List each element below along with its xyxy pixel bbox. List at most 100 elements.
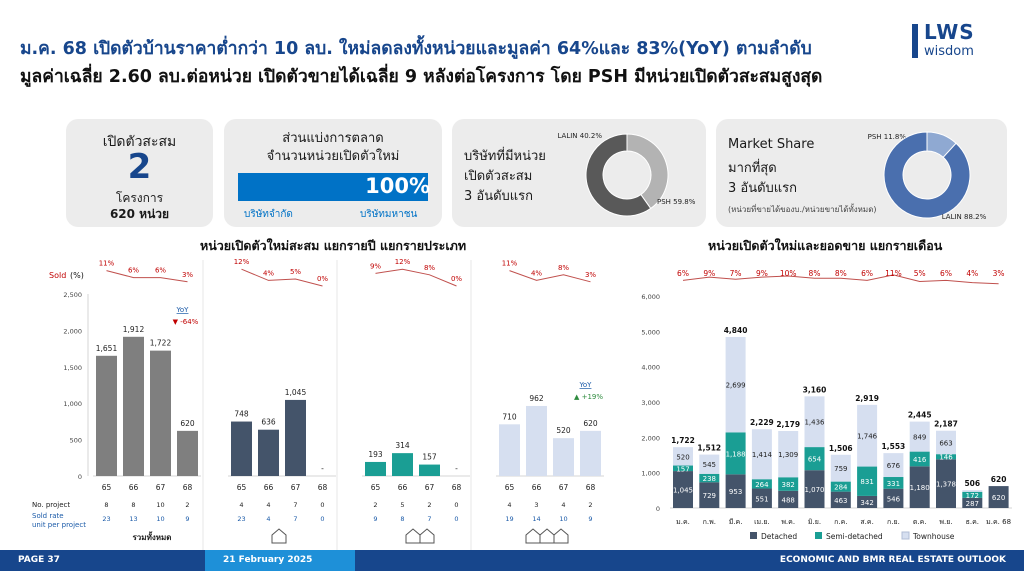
project-count: 4 bbox=[239, 501, 243, 509]
house-shape bbox=[271, 528, 287, 544]
yoy-value: ▼ -64% bbox=[173, 318, 199, 326]
month-bar-label: 488 bbox=[782, 496, 795, 504]
legend-swatch-detached bbox=[750, 532, 757, 539]
project-count: 10 bbox=[156, 501, 164, 509]
month-sold-pct: 6% bbox=[677, 269, 689, 278]
sold-pct-label: 11% bbox=[502, 260, 518, 268]
top3-units-line2: เปิดตัวสะสม bbox=[464, 169, 533, 184]
left-y-tick: 2,500 bbox=[63, 291, 82, 299]
month-bar-detached bbox=[725, 474, 746, 508]
bar-value-label: - bbox=[455, 464, 458, 473]
month-label: ธ.ค. bbox=[966, 518, 979, 526]
month-bar-label: 463 bbox=[834, 497, 847, 505]
sold-pct-label: 6% bbox=[128, 267, 139, 275]
footer-right: ECONOMIC AND BMR REAL ESTATE OUTLOOK bbox=[779, 555, 1006, 565]
month-label: ต.ค. bbox=[913, 518, 927, 526]
card-top3-share: Market Share มากที่สุด 3 อันดับแรก (หน่ว… bbox=[716, 119, 1007, 227]
month-bar-townhouse bbox=[673, 447, 693, 466]
top3-share-label-psh: PSH 11.8% bbox=[868, 133, 907, 141]
month-bar-townhouse bbox=[962, 490, 983, 492]
month-total-label: 1,506 bbox=[829, 444, 853, 453]
bar-value-label: 962 bbox=[529, 394, 544, 403]
month-bar-label: 831 bbox=[860, 478, 873, 486]
top3-units-label-lalin: LALIN 40.2% bbox=[557, 132, 602, 140]
month-bar-label: 1,180 bbox=[910, 484, 930, 492]
month-total-label: 506 bbox=[964, 479, 980, 488]
month-label: ก.พ. bbox=[703, 518, 716, 526]
month-bar-townhouse bbox=[699, 454, 720, 474]
month-total-label: 4,840 bbox=[724, 326, 748, 335]
month-sold-pct: 8% bbox=[809, 269, 821, 278]
year-label: 68 bbox=[183, 483, 193, 492]
month-bar-label: 146 bbox=[939, 454, 953, 462]
house-shape bbox=[539, 528, 555, 544]
left-chart: Sold (%)05001,0001,5002,0002,5001,6516582… bbox=[32, 258, 604, 550]
sold-rate: 13 bbox=[129, 515, 137, 523]
card-market-share-units: ส่วนแบ่งการตลาด จำนวนหน่วยเปิดตัวใหม่ 10… bbox=[224, 119, 442, 227]
month-bar-semi-detached bbox=[673, 465, 693, 472]
bar-value-label: 1,722 bbox=[150, 339, 172, 348]
projects-value: 2 bbox=[127, 147, 152, 187]
month-bar-label: 172 bbox=[966, 492, 979, 500]
month-label: ม.ค. bbox=[676, 518, 690, 526]
footer-page: PAGE 37 bbox=[18, 555, 60, 565]
month-bar-label: 1,378 bbox=[936, 481, 956, 489]
house-shape-3 bbox=[525, 528, 541, 544]
month-bar-label: 620 bbox=[992, 494, 1005, 502]
year-label: 68 bbox=[452, 483, 462, 492]
house-type-townhouse-icon bbox=[525, 528, 569, 544]
month-bar-townhouse bbox=[751, 429, 772, 480]
month-bar-townhouse bbox=[936, 430, 956, 455]
month-bar-semi-detached bbox=[751, 479, 772, 489]
year-label: 68 bbox=[586, 483, 596, 492]
month-bar-label: 759 bbox=[834, 465, 847, 473]
top3-share-line3: 3 อันดับแรก bbox=[728, 181, 798, 196]
month-bar-townhouse bbox=[804, 396, 825, 448]
sold-rate: 0 bbox=[320, 515, 324, 523]
month-bar-label: 264 bbox=[755, 481, 769, 489]
ms-bar-fill bbox=[238, 173, 428, 201]
bar-value-label: 1,045 bbox=[285, 388, 307, 397]
month-sold-pct: 6% bbox=[940, 269, 952, 278]
project-count: 2 bbox=[373, 501, 377, 509]
sold-rate: 19 bbox=[505, 515, 513, 523]
month-bar-label: 157 bbox=[676, 465, 689, 473]
month-bar-detached bbox=[909, 466, 930, 508]
bar-3-65 bbox=[499, 424, 520, 476]
bar-value-label: - bbox=[321, 464, 324, 473]
year-label: 66 bbox=[398, 483, 408, 492]
year-label: 68 bbox=[318, 483, 328, 492]
logo-bar bbox=[912, 24, 918, 58]
month-bar-label: 654 bbox=[808, 456, 822, 464]
month-sold-pct: 8% bbox=[835, 269, 847, 278]
right-y-tick: 1,000 bbox=[641, 470, 660, 478]
left-y-tick: 2,000 bbox=[63, 327, 82, 335]
bar-3-66 bbox=[526, 405, 547, 476]
month-total-label: 3,160 bbox=[803, 385, 827, 394]
month-bar-label: 1,045 bbox=[673, 487, 693, 495]
month-bar-townhouse bbox=[909, 421, 930, 452]
right-chart: 0 1,000 2,000 3,000 4,000 5,000 6,000 1,045 157 5… bbox=[641, 269, 1012, 541]
house-type-semi-detached-icon bbox=[405, 528, 435, 544]
month-label: มี.ค. bbox=[729, 518, 743, 526]
sold-axis-label: Sold bbox=[49, 271, 66, 280]
legend-label-townhouse: Townhouse bbox=[912, 532, 955, 541]
month-bar-label: 545 bbox=[703, 461, 716, 469]
month-bar-semi-detached bbox=[699, 473, 720, 483]
month-bar-detached bbox=[962, 497, 983, 508]
month-bar-semi-detached bbox=[883, 477, 904, 489]
top3-share-donut: PSH 11.8% LALIN 88.2% bbox=[868, 131, 987, 221]
month-bar-label: 331 bbox=[887, 480, 900, 488]
sold-rate: 4 bbox=[266, 515, 270, 523]
bar-value-label: 620 bbox=[180, 419, 195, 428]
yoy-title: YoY bbox=[176, 306, 190, 314]
row-label-sold-rate-1: Sold rate bbox=[32, 512, 64, 520]
bar-0-68 bbox=[177, 430, 198, 476]
sold-pct-label: 12% bbox=[234, 258, 250, 266]
sold-pct-label: 6% bbox=[155, 267, 166, 275]
right-section-title: หน่วยเปิดตัวใหม่และยอดขาย แยกรายเดือน bbox=[708, 238, 943, 253]
year-label: 65 bbox=[505, 483, 515, 492]
top3-units-label-psh: PSH 59.8% bbox=[657, 198, 696, 206]
month-bar-detached bbox=[936, 459, 956, 508]
month-total-label: 1,553 bbox=[882, 442, 906, 451]
